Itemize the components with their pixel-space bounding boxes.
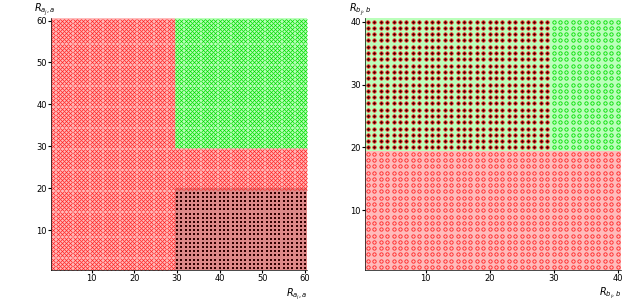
Text: $R_{a_i,a}$: $R_{a_i,a}$: [285, 287, 307, 302]
Text: $R_{b_i,b}$: $R_{b_i,b}$: [598, 286, 621, 301]
Bar: [175, 188, 307, 270]
Text: $R_{b_j,b}$: $R_{b_j,b}$: [349, 2, 371, 18]
Text: $R_{a_j,a}$: $R_{a_j,a}$: [34, 2, 56, 18]
Bar: [175, 18, 307, 149]
Bar: [365, 18, 621, 151]
